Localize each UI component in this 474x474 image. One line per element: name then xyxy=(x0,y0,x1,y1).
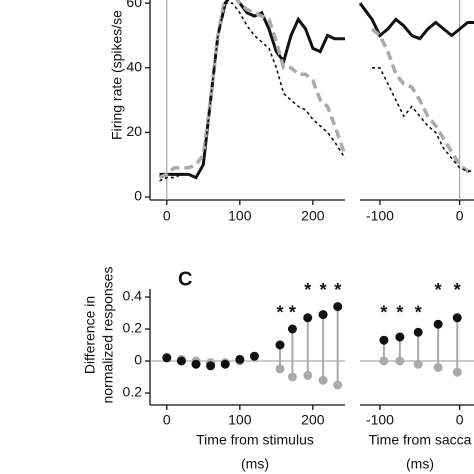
significance-star: * xyxy=(320,280,327,300)
x-tick-label: -100 xyxy=(366,412,394,428)
point xyxy=(333,380,343,390)
point xyxy=(275,364,285,374)
point xyxy=(162,353,172,363)
series-line xyxy=(370,27,474,173)
x-tick-label: 0 xyxy=(163,412,171,428)
point xyxy=(433,319,443,329)
point xyxy=(235,354,245,364)
x-tick-label: 200 xyxy=(301,412,325,428)
panel-label: C xyxy=(178,268,192,290)
point xyxy=(287,372,297,382)
x-tick-label: 0 xyxy=(163,208,171,224)
series-line xyxy=(372,67,474,172)
y-axis-label: Firing rate (spikes/se xyxy=(109,10,125,140)
y-tick-label: 60 xyxy=(126,0,142,10)
y-tick-label: 40 xyxy=(126,58,142,74)
significance-star: * xyxy=(276,303,283,323)
x-tick-label: 0 xyxy=(456,412,464,428)
series-line xyxy=(158,0,347,180)
point xyxy=(413,359,423,369)
point xyxy=(318,310,328,320)
y-tick-label: 0.4 xyxy=(123,288,143,304)
y-axis-label: normalized responses xyxy=(100,267,116,404)
significance-star: * xyxy=(380,303,387,323)
x-tick-label: -100 xyxy=(366,208,394,224)
significance-star: * xyxy=(454,280,461,300)
point xyxy=(452,313,462,323)
significance-star: * xyxy=(289,303,296,323)
series-line xyxy=(358,2,474,41)
significance-star: * xyxy=(435,280,442,300)
x-tick-label: 200 xyxy=(301,208,325,224)
significance-star: * xyxy=(415,303,422,323)
point xyxy=(275,340,285,350)
point xyxy=(395,332,405,342)
y-tick-label: 0 xyxy=(134,188,142,204)
point xyxy=(433,362,443,372)
point xyxy=(318,375,328,385)
point xyxy=(249,351,259,361)
y-tick-label: 20 xyxy=(126,123,142,139)
y-tick-label: 0.2 xyxy=(123,384,143,400)
point xyxy=(413,327,423,337)
point xyxy=(287,324,297,334)
series-line xyxy=(159,2,346,182)
x-axis-label: Time from stimulus xyxy=(196,432,314,448)
point xyxy=(176,356,186,366)
point xyxy=(303,313,313,323)
x-tick-label: 100 xyxy=(228,208,252,224)
x-axis-label: (ms) xyxy=(406,456,434,472)
point xyxy=(379,335,389,345)
x-axis-label: Time from sacca xyxy=(369,432,472,448)
y-tick-label: 0 xyxy=(134,352,142,368)
significance-star: * xyxy=(304,280,311,300)
point xyxy=(379,356,389,366)
significance-star: * xyxy=(396,303,403,323)
x-tick-label: 100 xyxy=(228,412,252,428)
x-axis-label: (ms) xyxy=(241,456,269,472)
x-tick-label: 0 xyxy=(456,208,464,224)
significance-star: * xyxy=(334,280,341,300)
point xyxy=(395,356,405,366)
y-axis-label: Difference in xyxy=(82,296,98,374)
point xyxy=(452,367,462,377)
point xyxy=(333,302,343,312)
series-line xyxy=(159,0,345,180)
point xyxy=(220,359,230,369)
point xyxy=(191,359,201,369)
point xyxy=(206,361,216,371)
point xyxy=(303,370,313,380)
y-tick-label: 0.2 xyxy=(123,320,143,336)
